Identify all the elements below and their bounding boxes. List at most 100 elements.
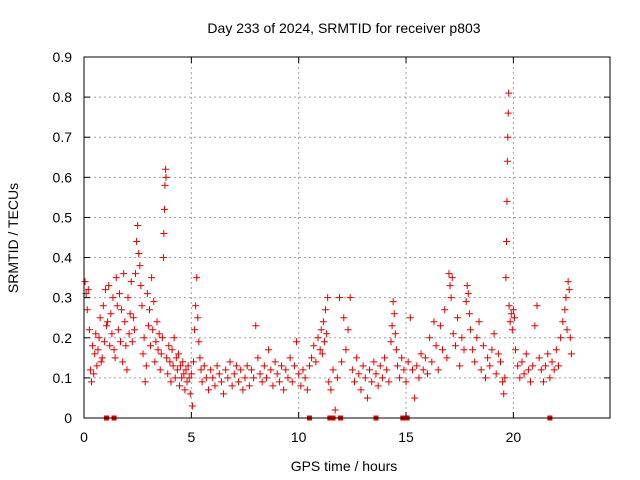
data-point — [107, 310, 115, 318]
data-point — [396, 374, 404, 382]
data-point — [421, 354, 429, 362]
data-point — [105, 282, 113, 290]
data-point — [505, 302, 513, 310]
data-point — [258, 378, 266, 386]
data-point — [417, 350, 425, 358]
data-point — [331, 406, 339, 414]
data-point — [139, 350, 147, 358]
data-point — [133, 238, 141, 246]
data-point — [169, 362, 177, 370]
y-tick-label: 0.1 — [53, 370, 73, 386]
data-point — [222, 366, 230, 374]
data-point — [370, 358, 378, 366]
data-point — [348, 366, 356, 374]
data-point — [237, 366, 245, 374]
data-point — [125, 330, 133, 338]
data-point — [271, 358, 279, 366]
axis-ticks: 0 5 10 15 20 0 0.1 0.2 0.3 0.4 0.5 0.6 0.7 0.8 0.9 — [53, 49, 610, 445]
data-point — [473, 334, 481, 342]
data-point — [400, 366, 408, 374]
data-point — [428, 358, 436, 366]
data-point — [149, 326, 157, 334]
data-point — [262, 374, 270, 382]
data-point — [363, 394, 371, 402]
data-point — [535, 354, 543, 362]
data-point — [505, 89, 513, 97]
data-point — [561, 306, 569, 314]
data-point — [391, 330, 399, 338]
data-point — [213, 362, 221, 370]
data-point — [165, 342, 173, 350]
data-point — [135, 250, 143, 258]
data-point — [335, 294, 343, 302]
data-point — [448, 274, 456, 282]
data-point — [121, 318, 129, 326]
data-point — [142, 362, 150, 370]
data-point — [327, 386, 335, 394]
data-point — [419, 366, 427, 374]
data-point — [170, 334, 178, 342]
data-point — [173, 366, 181, 374]
data-point — [185, 374, 193, 382]
data-point — [557, 334, 565, 342]
data-point — [267, 366, 275, 374]
data-point — [177, 362, 185, 370]
data-point — [333, 374, 341, 382]
data-point — [297, 382, 305, 390]
data-point — [314, 334, 322, 342]
data-point — [303, 386, 311, 394]
data-point — [112, 274, 120, 282]
data-point — [462, 298, 470, 306]
data-point — [413, 362, 421, 370]
data-point — [265, 346, 273, 354]
data-point — [241, 374, 249, 382]
data-point — [108, 330, 116, 338]
data-point — [116, 338, 124, 346]
data-point — [406, 314, 414, 322]
data-point — [174, 350, 182, 358]
data-point — [288, 378, 296, 386]
data-point — [151, 358, 159, 366]
data-point — [504, 133, 512, 141]
data-point — [171, 374, 179, 382]
data-point — [205, 386, 213, 394]
data-point — [323, 330, 331, 338]
data-point — [282, 366, 290, 374]
data-point — [162, 165, 170, 173]
data-point — [565, 286, 573, 294]
data-point — [378, 374, 386, 382]
data-point — [322, 306, 330, 314]
data-point — [243, 362, 251, 370]
data-point — [98, 354, 106, 362]
data-point — [284, 374, 292, 382]
y-tick-label: 0.4 — [53, 250, 73, 266]
data-point — [126, 310, 134, 318]
data-point — [305, 362, 313, 370]
data-point — [359, 362, 367, 370]
data-point — [463, 282, 471, 290]
data-point — [193, 274, 201, 282]
data-point — [150, 298, 158, 306]
data-point — [120, 270, 128, 278]
data-point — [161, 181, 169, 189]
data-point — [254, 354, 262, 362]
data-point — [546, 374, 554, 382]
data-point — [402, 378, 410, 386]
data-point — [96, 314, 104, 322]
data-point — [191, 326, 199, 334]
data-point — [539, 378, 547, 386]
data-point — [411, 394, 419, 402]
data-point — [368, 378, 376, 386]
data-point — [189, 358, 197, 366]
data-point — [144, 322, 152, 330]
data-point — [502, 274, 510, 282]
data-point — [147, 342, 155, 350]
data-point — [81, 278, 89, 286]
grid-lines — [84, 57, 610, 418]
x-tick-label: 15 — [398, 429, 414, 445]
data-point — [501, 374, 509, 382]
data-point — [514, 362, 522, 370]
data-point — [124, 294, 132, 302]
data-point — [136, 262, 144, 270]
data-point — [156, 366, 164, 374]
